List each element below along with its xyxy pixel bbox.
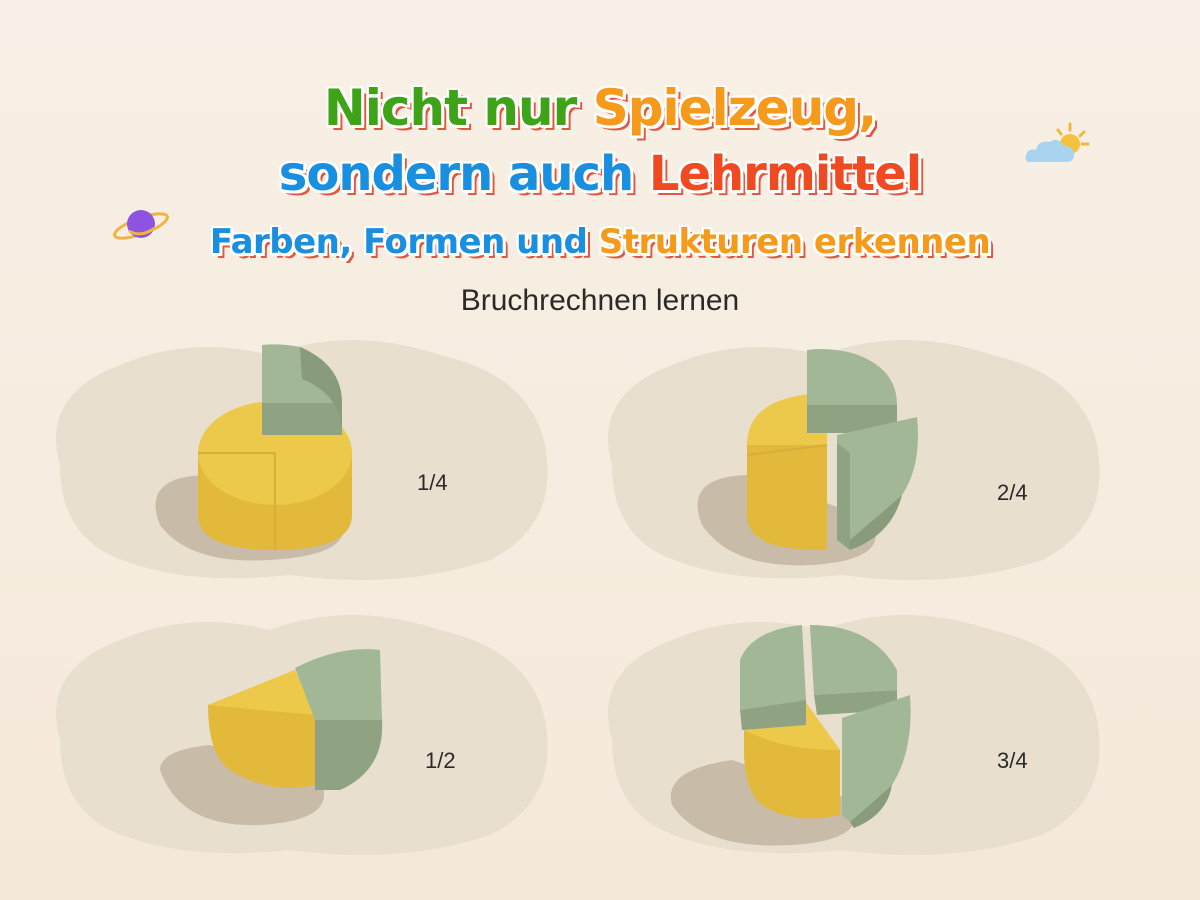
fraction-label-3: 1/2 (425, 748, 456, 773)
headline-3b: Strukturen erkennen (598, 222, 991, 262)
headline-line-2: sondern auch Lehrmittel (0, 145, 1200, 203)
headline-1b: Spielzeug, (592, 79, 877, 137)
fraction-panel-1-2 (56, 615, 548, 855)
headline-2a: sondern auch (278, 146, 649, 202)
sun-cloud-icon (1025, 122, 1090, 162)
planet-icon (113, 210, 169, 240)
headline-line-3: Farben, Formen und Strukturen erkennen (0, 220, 1200, 264)
headline-3a: Farben, Formen und (209, 222, 599, 262)
headline-line-1: Nicht nur Spielzeug, (0, 78, 1200, 138)
fraction-label-1: 1/4 (417, 470, 448, 495)
fraction-panel-3-4 (608, 615, 1100, 855)
fraction-panel-2-4 (608, 340, 1100, 580)
fraction-label-2: 2/4 (997, 480, 1028, 505)
fraction-panel-1-4 (56, 340, 548, 580)
headline-2b: Lehrmittel (648, 146, 922, 202)
headline-1a: Nicht nur (323, 79, 593, 137)
fraction-label-4: 3/4 (997, 748, 1028, 773)
subtitle: Bruchrechnen lernen (460, 284, 740, 317)
